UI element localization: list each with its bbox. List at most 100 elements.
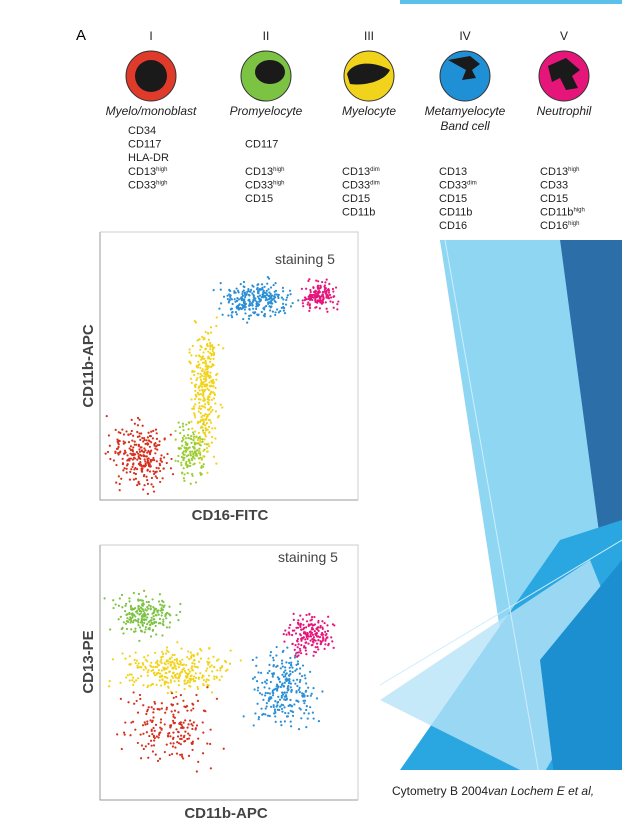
event-dot — [324, 634, 327, 637]
event-dot — [292, 679, 295, 682]
event-dot — [146, 708, 149, 711]
event-dot — [131, 439, 134, 442]
event-dot — [154, 624, 157, 628]
event-dot — [304, 626, 308, 629]
event-dot — [161, 675, 164, 678]
cell-name: Myelocyte — [342, 104, 396, 118]
event-dot — [276, 701, 279, 704]
event-dot — [293, 656, 297, 659]
event-dot — [298, 647, 302, 650]
event-dot — [180, 463, 183, 467]
event-dot — [210, 398, 214, 402]
event-dot — [138, 448, 141, 451]
event-dot — [191, 474, 194, 477]
event-dot — [325, 290, 328, 293]
event-dot — [122, 731, 126, 734]
event-dot — [204, 429, 207, 432]
event-dot — [199, 398, 202, 401]
event-dot — [130, 628, 133, 631]
plot-frames — [99, 231, 359, 801]
event-dot — [169, 726, 172, 729]
event-dot — [157, 736, 160, 739]
event-dot — [146, 671, 149, 674]
event-dot — [233, 298, 236, 301]
event-dot — [302, 699, 305, 702]
event-dot — [136, 677, 140, 680]
event-dot — [267, 277, 271, 280]
event-dot — [208, 665, 212, 668]
event-dot — [197, 338, 200, 342]
event-dot — [146, 461, 149, 464]
event-dot — [133, 680, 136, 684]
event-dot — [187, 723, 190, 726]
event-dot — [286, 294, 289, 297]
event-dot — [160, 661, 163, 665]
event-dot — [205, 422, 209, 425]
event-dot — [272, 705, 275, 709]
event-dot — [295, 668, 298, 671]
event-dot — [313, 615, 316, 619]
event-dot — [148, 470, 152, 473]
event-dot — [172, 742, 175, 745]
event-dot — [203, 442, 206, 446]
event-dot — [177, 663, 180, 666]
citation-box — [380, 770, 622, 825]
event-dot — [138, 639, 141, 642]
event-dot — [181, 663, 184, 667]
event-dot — [129, 449, 133, 452]
event-dot — [294, 669, 297, 672]
event-dot — [112, 599, 115, 602]
event-dot — [108, 680, 111, 683]
event-dot — [202, 396, 206, 400]
event-dot — [298, 667, 302, 670]
event-dot — [166, 666, 169, 669]
event-dot — [158, 462, 161, 465]
event-dot — [321, 633, 324, 637]
marker: CD16high — [540, 220, 579, 232]
event-dot — [163, 604, 166, 607]
event-dot — [204, 435, 207, 438]
event-dot — [196, 699, 200, 702]
event-dot — [321, 620, 324, 623]
event-dot — [314, 298, 317, 301]
event-dot — [140, 450, 144, 453]
event-dot — [194, 481, 198, 484]
event-dot — [199, 471, 202, 474]
event-dot — [256, 291, 260, 295]
event-dot — [117, 475, 120, 478]
citation-text: Cytometry B 2004 — [392, 784, 488, 798]
event-dot — [189, 377, 193, 380]
event-dot — [316, 301, 319, 304]
event-dot — [192, 452, 196, 455]
event-dot — [289, 293, 292, 296]
event-dot — [198, 441, 201, 444]
event-dot — [137, 456, 140, 459]
event-dot — [336, 308, 339, 311]
event-dot — [116, 733, 119, 736]
event-dot — [307, 301, 310, 304]
event-dot — [204, 427, 207, 430]
event-dot — [156, 708, 159, 711]
event-dot — [280, 696, 283, 699]
event-dot — [323, 284, 327, 287]
event-dot — [130, 429, 133, 433]
event-dot — [323, 290, 326, 293]
cell-name: Myelo/monoblast — [106, 104, 197, 118]
event-dot — [177, 684, 181, 687]
event-dot — [268, 669, 271, 673]
marker-level: high — [156, 167, 167, 173]
event-dot — [146, 436, 149, 439]
event-dot — [119, 450, 122, 453]
event-dot — [309, 694, 312, 697]
event-dot — [199, 411, 202, 415]
event-dot — [198, 451, 201, 454]
event-dot — [142, 663, 145, 666]
event-dot — [266, 298, 269, 301]
event-dot — [131, 679, 134, 682]
event-dot — [251, 304, 254, 307]
event-dot — [318, 307, 321, 310]
event-dot — [319, 626, 322, 629]
event-dot — [190, 665, 194, 668]
event-dot — [138, 418, 141, 421]
event-dot — [153, 729, 156, 732]
